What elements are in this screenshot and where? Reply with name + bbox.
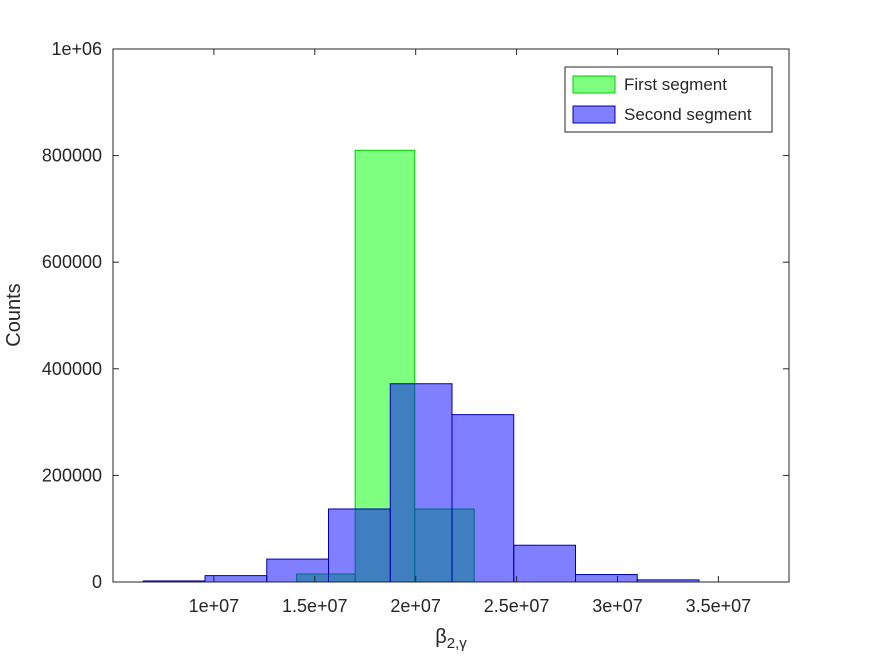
plot-area-frame — [112, 48, 790, 583]
y-tick-label: 400000 — [42, 359, 102, 379]
x-tick-label: 2.5e+07 — [484, 596, 550, 616]
bars-layer — [142, 149, 700, 583]
x-tick-label: 2e+07 — [390, 596, 441, 616]
histogram-bar-second-segment-4 — [389, 383, 453, 583]
x-tick-label: 1e+07 — [189, 596, 240, 616]
y-tick-label: 600000 — [42, 252, 102, 272]
legend-swatch-second-segment — [572, 105, 616, 124]
x-axis-label: β2,γ — [435, 626, 467, 652]
legend-label-first-segment: First segment — [624, 75, 727, 94]
y-tick-label: 1e+06 — [51, 39, 102, 59]
y-tick-label: 0 — [92, 572, 102, 592]
histogram-bar-second-segment-7 — [575, 574, 638, 583]
y-tick-label: 800000 — [42, 146, 102, 166]
legend-swatch-first-segment — [572, 75, 616, 94]
histogram-bar-second-segment-3 — [328, 508, 391, 583]
histogram-bar-second-segment-5 — [451, 414, 515, 583]
x-tick-label: 3e+07 — [592, 596, 643, 616]
legend: First segment Second segment — [564, 66, 773, 133]
histogram-bar-second-segment-6 — [513, 544, 577, 583]
legend-label-second-segment: Second segment — [624, 105, 752, 124]
x-tick-label: 3.5e+07 — [686, 596, 752, 616]
x-tick-label: 1.5e+07 — [282, 596, 348, 616]
histogram-bar-second-segment-2 — [266, 558, 330, 583]
y-axis-label: Counts — [3, 283, 25, 346]
y-tick-label: 200000 — [42, 465, 102, 485]
axes-layer: 1e+07 1.5e+07 2e+07 2.5e+07 3e+07 3.5e+07 0 200… — [42, 39, 790, 616]
